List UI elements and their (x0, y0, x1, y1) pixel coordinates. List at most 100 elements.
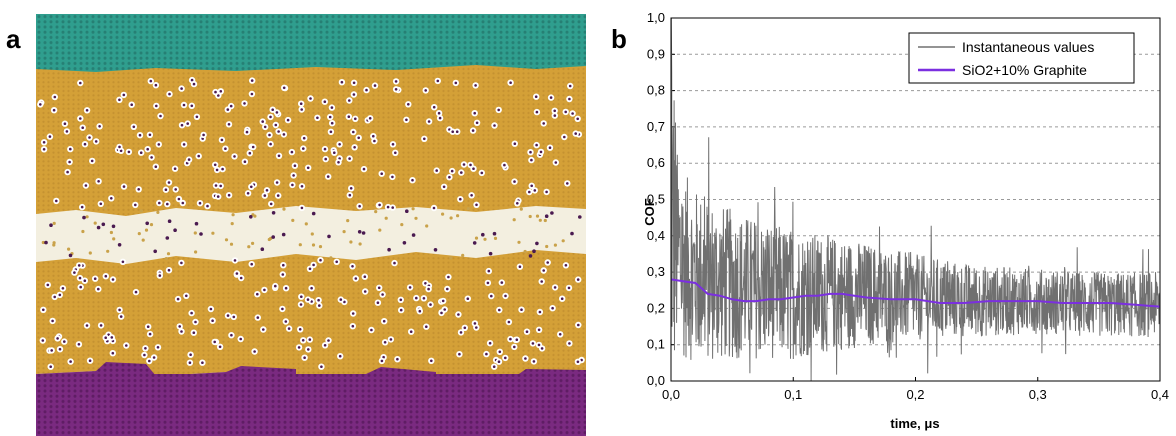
atom-core (201, 361, 204, 365)
atom-core (386, 205, 390, 209)
atom-core (529, 150, 532, 154)
atom-core (158, 201, 161, 205)
atom-core (532, 360, 536, 363)
atom-halo (384, 216, 388, 220)
atom-core (422, 297, 426, 300)
atom-core (539, 150, 543, 154)
interface-atom (357, 230, 362, 234)
atom-halo (519, 207, 523, 211)
atom-halo (67, 247, 71, 251)
y-axis-ticks: 0,0 0,1 0,2 0,3 0,4 0,5 0,6 0,7 0,8 0,9 1,0 (647, 10, 675, 388)
atom-core (41, 339, 45, 342)
atom-core (457, 313, 460, 316)
interface-atom (550, 211, 554, 215)
interface-atom (44, 240, 48, 245)
interface-atom (570, 231, 574, 236)
atom-core (127, 150, 131, 154)
atom-core (415, 296, 418, 300)
atom-core (391, 175, 394, 179)
y-tick-label: 1,0 (647, 10, 665, 25)
atom-core (537, 343, 541, 347)
interface-atom (327, 234, 331, 239)
atom-halo (545, 244, 549, 249)
atom-core (202, 133, 205, 137)
legend-label-sio2-graphite: SiO2+10% Graphite (962, 62, 1087, 78)
atom-core (292, 174, 295, 177)
atom-core (441, 299, 445, 303)
atom-core (192, 82, 196, 86)
atom-halo (282, 207, 286, 211)
atom-core (268, 133, 271, 137)
atom-core (146, 147, 149, 151)
atom-core (310, 300, 313, 303)
atom-core (320, 365, 323, 369)
series-instantaneous-line (670, 17, 1161, 382)
atom-halo (112, 237, 116, 241)
atom-core (498, 350, 502, 354)
atom-core (61, 287, 65, 290)
atom-core (90, 159, 94, 163)
atom-core (287, 327, 291, 330)
atom-core (63, 122, 67, 125)
atom-core (111, 351, 115, 355)
atom-core (553, 109, 556, 113)
atom-core (307, 348, 310, 351)
interface-atom (532, 249, 536, 253)
atom-core (383, 341, 387, 344)
interface-atom (101, 222, 106, 227)
atom-core (99, 324, 103, 327)
atom-core (436, 79, 440, 83)
atom-core (531, 342, 535, 345)
atom-core (88, 136, 91, 139)
atom-core (139, 151, 143, 154)
atom-core (363, 275, 367, 279)
atom-core (211, 319, 214, 323)
x-tick-label: 0,1 (784, 387, 802, 402)
atom-core (94, 140, 98, 143)
y-tick-label: 0,6 (647, 155, 665, 170)
atom-core (354, 117, 357, 121)
atom-core (365, 88, 368, 92)
atom-core (545, 190, 548, 194)
atom-halo (329, 256, 333, 260)
atom-core (263, 194, 267, 197)
atom-core (330, 106, 334, 109)
atom-core (393, 261, 396, 265)
atom-core (269, 142, 272, 146)
atom-core (475, 121, 479, 125)
atom-core (335, 260, 339, 264)
atom-core (274, 123, 278, 127)
interface-atom (472, 241, 477, 245)
atom-core (251, 145, 255, 149)
atom-core (187, 158, 191, 161)
atom-core (306, 298, 310, 301)
atom-core (104, 274, 108, 278)
atom-core (352, 81, 356, 85)
atom-core (300, 295, 303, 299)
atom-core (48, 135, 52, 138)
atom-core (300, 185, 304, 188)
atom-core (148, 133, 152, 137)
atom-core (348, 157, 351, 160)
atom-core (182, 143, 186, 146)
atom-halo (291, 218, 295, 222)
atom-core (216, 195, 220, 198)
atom-core (497, 108, 501, 112)
atom-core (65, 130, 69, 133)
atom-core (442, 185, 446, 189)
panel-a-label: a (6, 24, 21, 54)
atom-core (144, 347, 147, 350)
atom-halo (81, 229, 85, 234)
atom-core (447, 275, 450, 279)
atom-halo (106, 249, 110, 253)
atom-core (358, 204, 361, 208)
atom-core (85, 109, 89, 112)
atom-core (233, 259, 237, 262)
interface-atom (411, 233, 416, 237)
atom-halo (553, 243, 558, 247)
atom-core (535, 110, 539, 114)
atom-core (380, 359, 384, 363)
atom-core (220, 138, 224, 142)
atom-core (178, 325, 181, 328)
atom-core (463, 326, 467, 330)
